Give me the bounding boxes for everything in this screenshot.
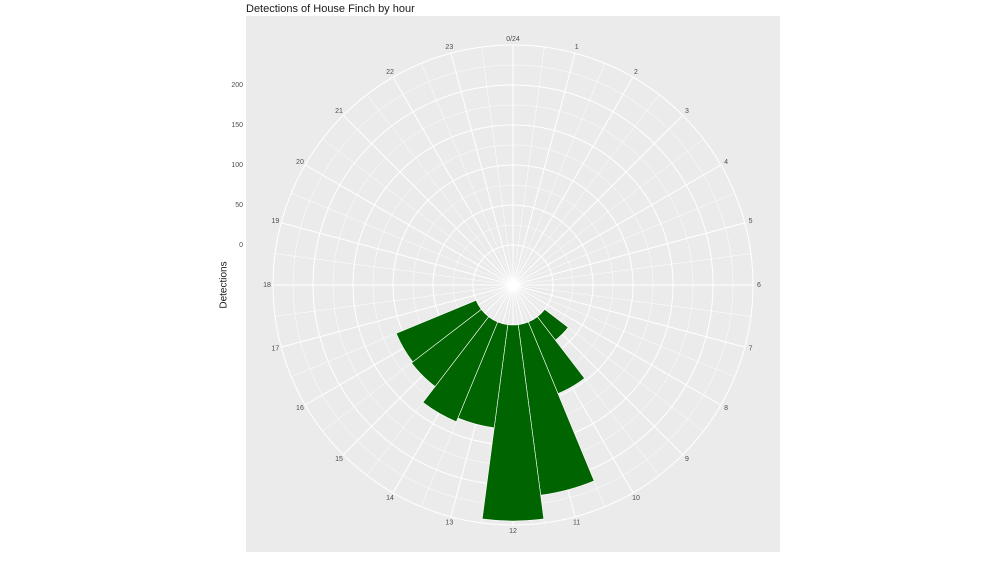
- angle-tick-label: 22: [386, 69, 394, 76]
- angle-tick-label: 3: [685, 108, 689, 115]
- grid-spoke-minor: [512, 253, 751, 286]
- bar-hour-14: [422, 316, 499, 423]
- grid-spoke-minor: [420, 63, 514, 286]
- grid-spoke: [281, 222, 514, 286]
- grid-spoke-minor: [512, 63, 606, 286]
- grid-spoke-minor: [512, 94, 660, 286]
- radial-tick-label: 50: [235, 202, 243, 209]
- grid-spoke-minor: [512, 192, 735, 286]
- grid-spoke: [342, 114, 514, 286]
- grid-spoke-minor: [512, 47, 545, 286]
- grid-spoke-minor: [481, 47, 514, 286]
- grid-spoke-minor: [366, 94, 514, 286]
- radial-tick-label: 100: [231, 162, 243, 169]
- angle-tick-label: 11: [573, 519, 580, 526]
- grid-spoke-minor: [512, 284, 751, 317]
- grid-spoke-minor: [512, 284, 735, 378]
- tick-labels: 0/24123456789101112131415161718192021222…: [231, 36, 761, 535]
- angle-tick-label: 20: [296, 159, 304, 166]
- angle-tick-label: 10: [632, 495, 640, 502]
- angle-tick-label: 2: [634, 69, 638, 76]
- grid-spoke: [512, 53, 576, 286]
- angle-tick-label: 15: [335, 456, 343, 463]
- angle-tick-label: 0/24: [506, 36, 520, 43]
- grid-spoke: [281, 284, 514, 348]
- angle-tick-label: 21: [335, 108, 343, 115]
- radial-tick-label: 150: [231, 122, 243, 129]
- grid-spoke: [450, 53, 514, 286]
- angle-tick-label: 14: [386, 495, 394, 502]
- bar-hour-16: [395, 299, 482, 363]
- grid-spoke-minor: [322, 138, 514, 286]
- angle-tick-label: 8: [724, 405, 728, 412]
- angle-tick-label: 6: [757, 282, 761, 289]
- angle-tick-label: 5: [749, 218, 753, 225]
- grid-spoke: [512, 164, 722, 286]
- grid-spoke: [512, 76, 634, 286]
- angle-tick-label: 1: [575, 44, 579, 51]
- grid-spoke: [512, 284, 745, 348]
- angle-tick-label: 7: [749, 346, 753, 353]
- angle-tick-label: 23: [445, 44, 453, 51]
- angle-tick-label: 16: [296, 405, 304, 412]
- radial-tick-label: 0: [239, 242, 243, 249]
- bars: [395, 299, 595, 522]
- bar-hour-15: [411, 308, 490, 387]
- angle-tick-label: 17: [271, 346, 279, 353]
- grid-spoke-minor: [275, 284, 514, 317]
- grid-spoke: [392, 76, 514, 286]
- angle-tick-label: 9: [685, 456, 689, 463]
- grid-spoke: [512, 284, 722, 406]
- angle-tick-label: 19: [271, 218, 279, 225]
- angle-tick-label: 13: [445, 519, 453, 526]
- grid-spoke-minor: [275, 253, 514, 286]
- angle-tick-label: 12: [509, 528, 517, 535]
- angle-tick-label: 4: [724, 159, 728, 166]
- bar-hour-12: [481, 324, 545, 522]
- radial-tick-label: 200: [231, 82, 243, 89]
- grid-spoke: [304, 164, 514, 286]
- grid-spoke-minor: [512, 138, 704, 286]
- grid-spoke: [512, 222, 745, 286]
- chart-title: Detections of House Finch by hour: [246, 3, 415, 15]
- angle-tick-label: 18: [263, 282, 271, 289]
- grid-spoke-minor: [291, 192, 514, 286]
- grid-spoke: [512, 114, 684, 286]
